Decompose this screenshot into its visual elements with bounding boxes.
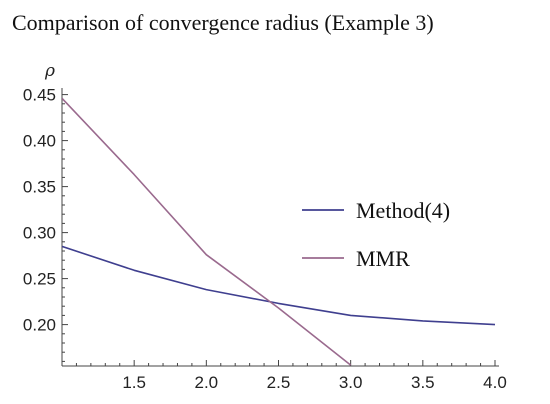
legend-label-1: Method(4): [356, 198, 450, 223]
x-tick-label: 3.0: [339, 373, 363, 392]
x-tick-label: 1.5: [122, 373, 146, 392]
y-tick-label: 0.40: [23, 132, 56, 151]
y-tick-label: 0.35: [23, 178, 56, 197]
x-tick-label: 2.5: [267, 373, 291, 392]
chart-title: Comparison of convergence radius (Exampl…: [12, 10, 434, 35]
y-tick-label: 0.25: [23, 270, 56, 289]
y-axis-label: ρ: [44, 61, 55, 81]
series-line-1: [62, 245, 496, 326]
y-tick-label: 0.30: [23, 224, 56, 243]
x-tick-label: 2.0: [195, 373, 219, 392]
legend-label-2: MMR: [356, 246, 410, 271]
y-tick-label: 0.20: [23, 316, 56, 335]
x-tick-label: 4.0: [483, 373, 507, 392]
x-tick-label: 3.5: [411, 373, 435, 392]
series-line-2: [62, 97, 352, 366]
y-tick-label: 0.45: [23, 86, 56, 105]
